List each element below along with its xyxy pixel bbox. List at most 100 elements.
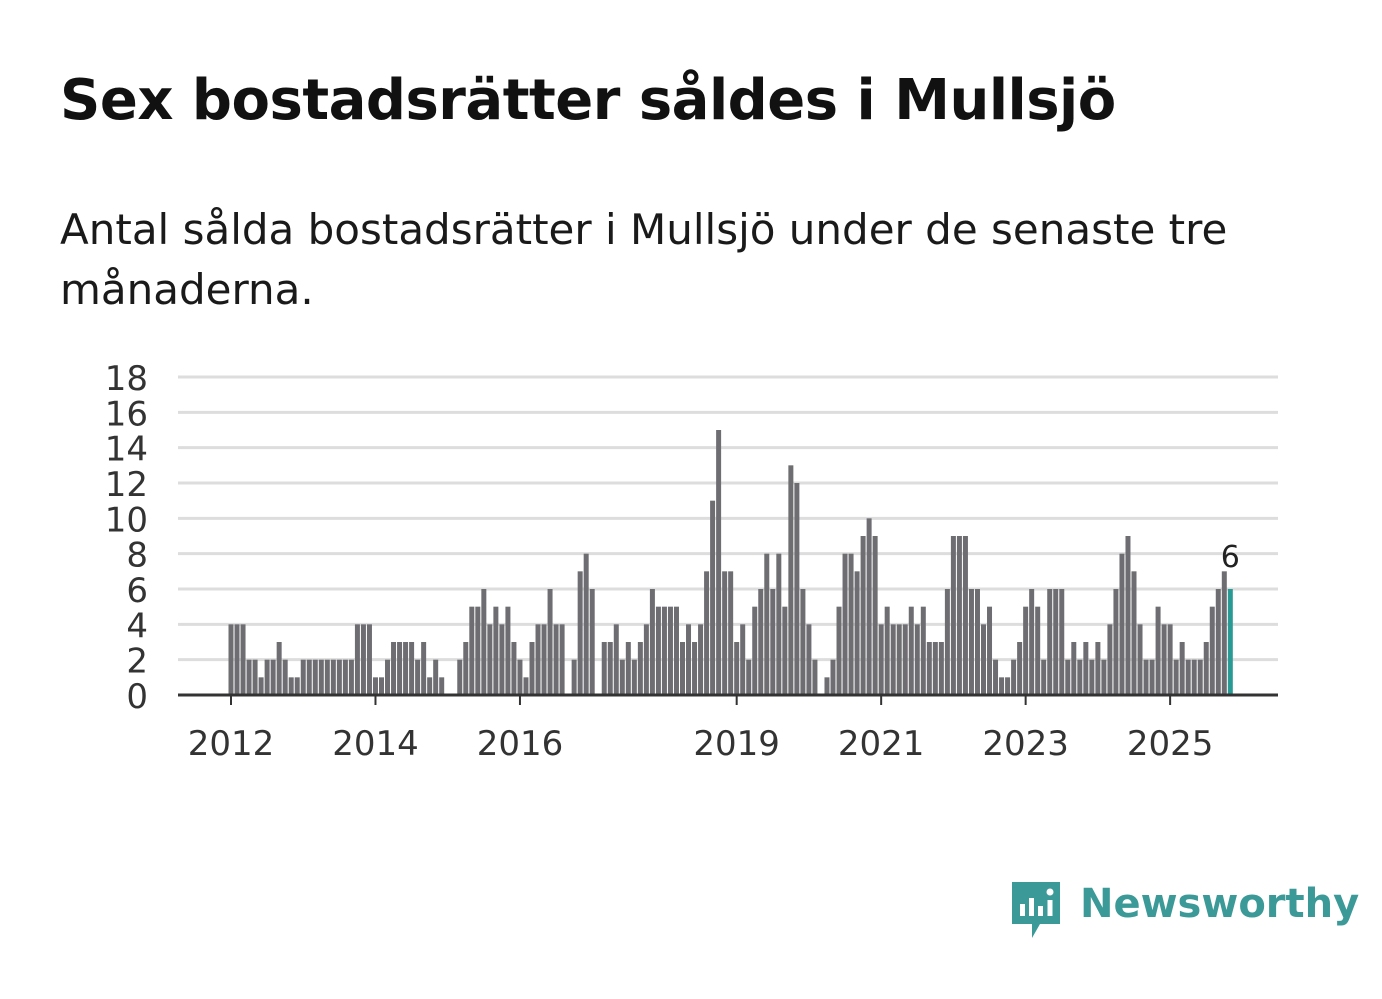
bar [1173, 659, 1179, 695]
bar [529, 642, 535, 695]
bar [673, 606, 679, 695]
bar [601, 642, 607, 695]
bar [1131, 571, 1137, 695]
bar [324, 659, 330, 695]
bar [1107, 624, 1113, 695]
bar [240, 624, 246, 695]
bar [1041, 659, 1047, 695]
bar [914, 624, 920, 695]
bar [409, 642, 415, 695]
bar [1089, 659, 1095, 695]
bar [625, 642, 631, 695]
bar [993, 659, 999, 695]
y-tick-label: 6 [126, 571, 148, 611]
bar [740, 624, 746, 695]
bar [920, 606, 926, 695]
bar [631, 659, 637, 695]
bar [956, 536, 962, 695]
bar [686, 624, 692, 695]
bar [463, 642, 469, 695]
bar-highlight [1227, 589, 1233, 695]
y-tick-label: 2 [126, 642, 148, 682]
bar [276, 642, 282, 695]
bar [878, 624, 884, 695]
bar [577, 571, 583, 695]
bar [806, 624, 812, 695]
bar [619, 659, 625, 695]
bar [1155, 606, 1161, 695]
bar [842, 553, 848, 695]
bar [698, 624, 704, 695]
bar [974, 589, 980, 695]
chart-subtitle: Antal sålda bostadsrätter i Mullsjö unde… [60, 205, 1228, 314]
chart-title: Sex bostadsrätter såldes i Mullsjö [60, 68, 1116, 133]
x-tick-label: 2023 [982, 724, 1069, 764]
bar [481, 589, 487, 695]
bar [788, 465, 794, 695]
bar [403, 642, 409, 695]
bar [252, 659, 258, 695]
bar [680, 642, 685, 695]
bar [722, 571, 728, 695]
bar [372, 677, 378, 695]
bar [493, 606, 499, 695]
bar [1047, 589, 1053, 695]
bar [228, 624, 234, 695]
bar [926, 642, 932, 695]
y-tick-label: 4 [126, 606, 148, 646]
bar [872, 536, 878, 695]
bar [968, 589, 974, 695]
bar [1011, 659, 1017, 695]
bar [354, 624, 360, 695]
x-tick-label: 2012 [188, 724, 275, 764]
bar [282, 659, 288, 695]
bar [824, 677, 830, 695]
bar [1017, 642, 1023, 695]
bar [1209, 606, 1215, 695]
bar [1059, 589, 1065, 695]
bar [511, 642, 517, 695]
x-tick-label: 2021 [838, 724, 925, 764]
x-tick-label: 2016 [477, 724, 564, 764]
bar [433, 659, 439, 695]
bar [421, 642, 427, 695]
bar [475, 606, 481, 695]
bar [1161, 624, 1167, 695]
bar [360, 624, 366, 695]
bar [1203, 642, 1209, 695]
bar [1053, 589, 1059, 695]
bar [848, 553, 854, 695]
bar [505, 606, 511, 695]
bar [637, 642, 643, 695]
bar [896, 624, 902, 695]
bar [1113, 589, 1119, 695]
y-tick-label: 18 [105, 359, 148, 399]
bar [469, 606, 475, 695]
bar [710, 500, 716, 695]
bar [330, 659, 336, 695]
bar [884, 606, 890, 695]
bar [234, 624, 240, 695]
y-tick-label: 0 [126, 677, 148, 717]
bar [1071, 642, 1077, 695]
bar [830, 659, 836, 695]
bar [1221, 571, 1227, 695]
bar [866, 518, 872, 695]
y-tick-label: 10 [105, 500, 148, 540]
bar [661, 606, 667, 695]
bar [752, 606, 758, 695]
bar [1191, 659, 1197, 695]
bar [1215, 589, 1221, 695]
bar [270, 659, 276, 695]
bar [1035, 606, 1041, 695]
bar [1143, 659, 1149, 695]
bar [1197, 659, 1203, 695]
bar [397, 642, 403, 695]
bar [391, 642, 397, 695]
bar [348, 659, 354, 695]
bar [553, 624, 559, 695]
bar [764, 553, 770, 695]
bar [415, 659, 421, 695]
bar [571, 659, 577, 695]
bar [523, 677, 529, 695]
